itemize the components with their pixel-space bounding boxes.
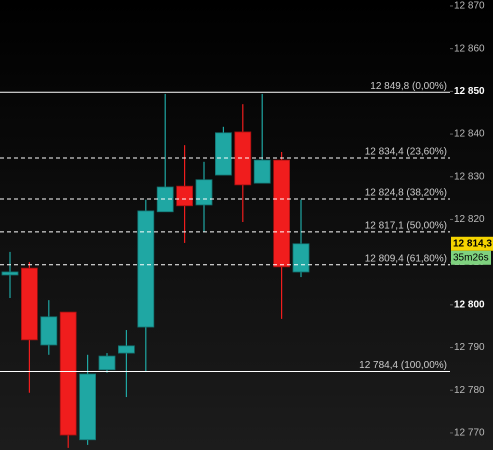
y-tick-label: 12 770 xyxy=(454,428,485,439)
y-tick-label: 12 800 xyxy=(454,299,485,310)
y-tick-label: 12 830 xyxy=(454,171,485,182)
candle-body xyxy=(118,345,135,354)
candle-body xyxy=(137,210,155,328)
candle-body xyxy=(79,373,96,441)
fib-label: 12 834,4 (23,60%) xyxy=(365,147,447,158)
y-tick-label: 12 780 xyxy=(454,385,485,396)
candle-body xyxy=(292,243,310,273)
candle-body xyxy=(214,132,232,176)
price-tag-box xyxy=(451,236,493,251)
fib-label: 12 809,4 (61,80%) xyxy=(365,253,447,264)
candle-body xyxy=(195,179,213,206)
timer-box xyxy=(451,250,491,265)
y-tick-label: 12 850 xyxy=(454,86,485,97)
candle-body xyxy=(1,271,19,276)
candle-body xyxy=(20,267,38,341)
candle-body xyxy=(98,355,116,371)
y-tick-label: 12 820 xyxy=(454,214,485,225)
y-tick-label: 12 870 xyxy=(454,1,485,12)
candle-body xyxy=(40,316,58,346)
fib-label: 12 784,4 (100,00%) xyxy=(359,360,447,371)
candle-body xyxy=(253,159,271,184)
timer: 35m26s xyxy=(453,252,489,263)
candle-body xyxy=(176,185,194,207)
price-tag: 12 814,3 xyxy=(453,238,492,249)
fib-label: 12 849,8 (0,00%) xyxy=(370,81,447,92)
fib-label: 12 817,1 (50,00%) xyxy=(365,220,447,231)
y-tick-label: 12 790 xyxy=(454,342,485,353)
y-tick-label: 12 840 xyxy=(454,129,485,140)
fib-label: 12 824,8 (38,20%) xyxy=(365,188,447,199)
candle-body xyxy=(273,159,291,268)
candle-body xyxy=(59,311,77,436)
y-tick-label: 12 860 xyxy=(454,43,485,54)
